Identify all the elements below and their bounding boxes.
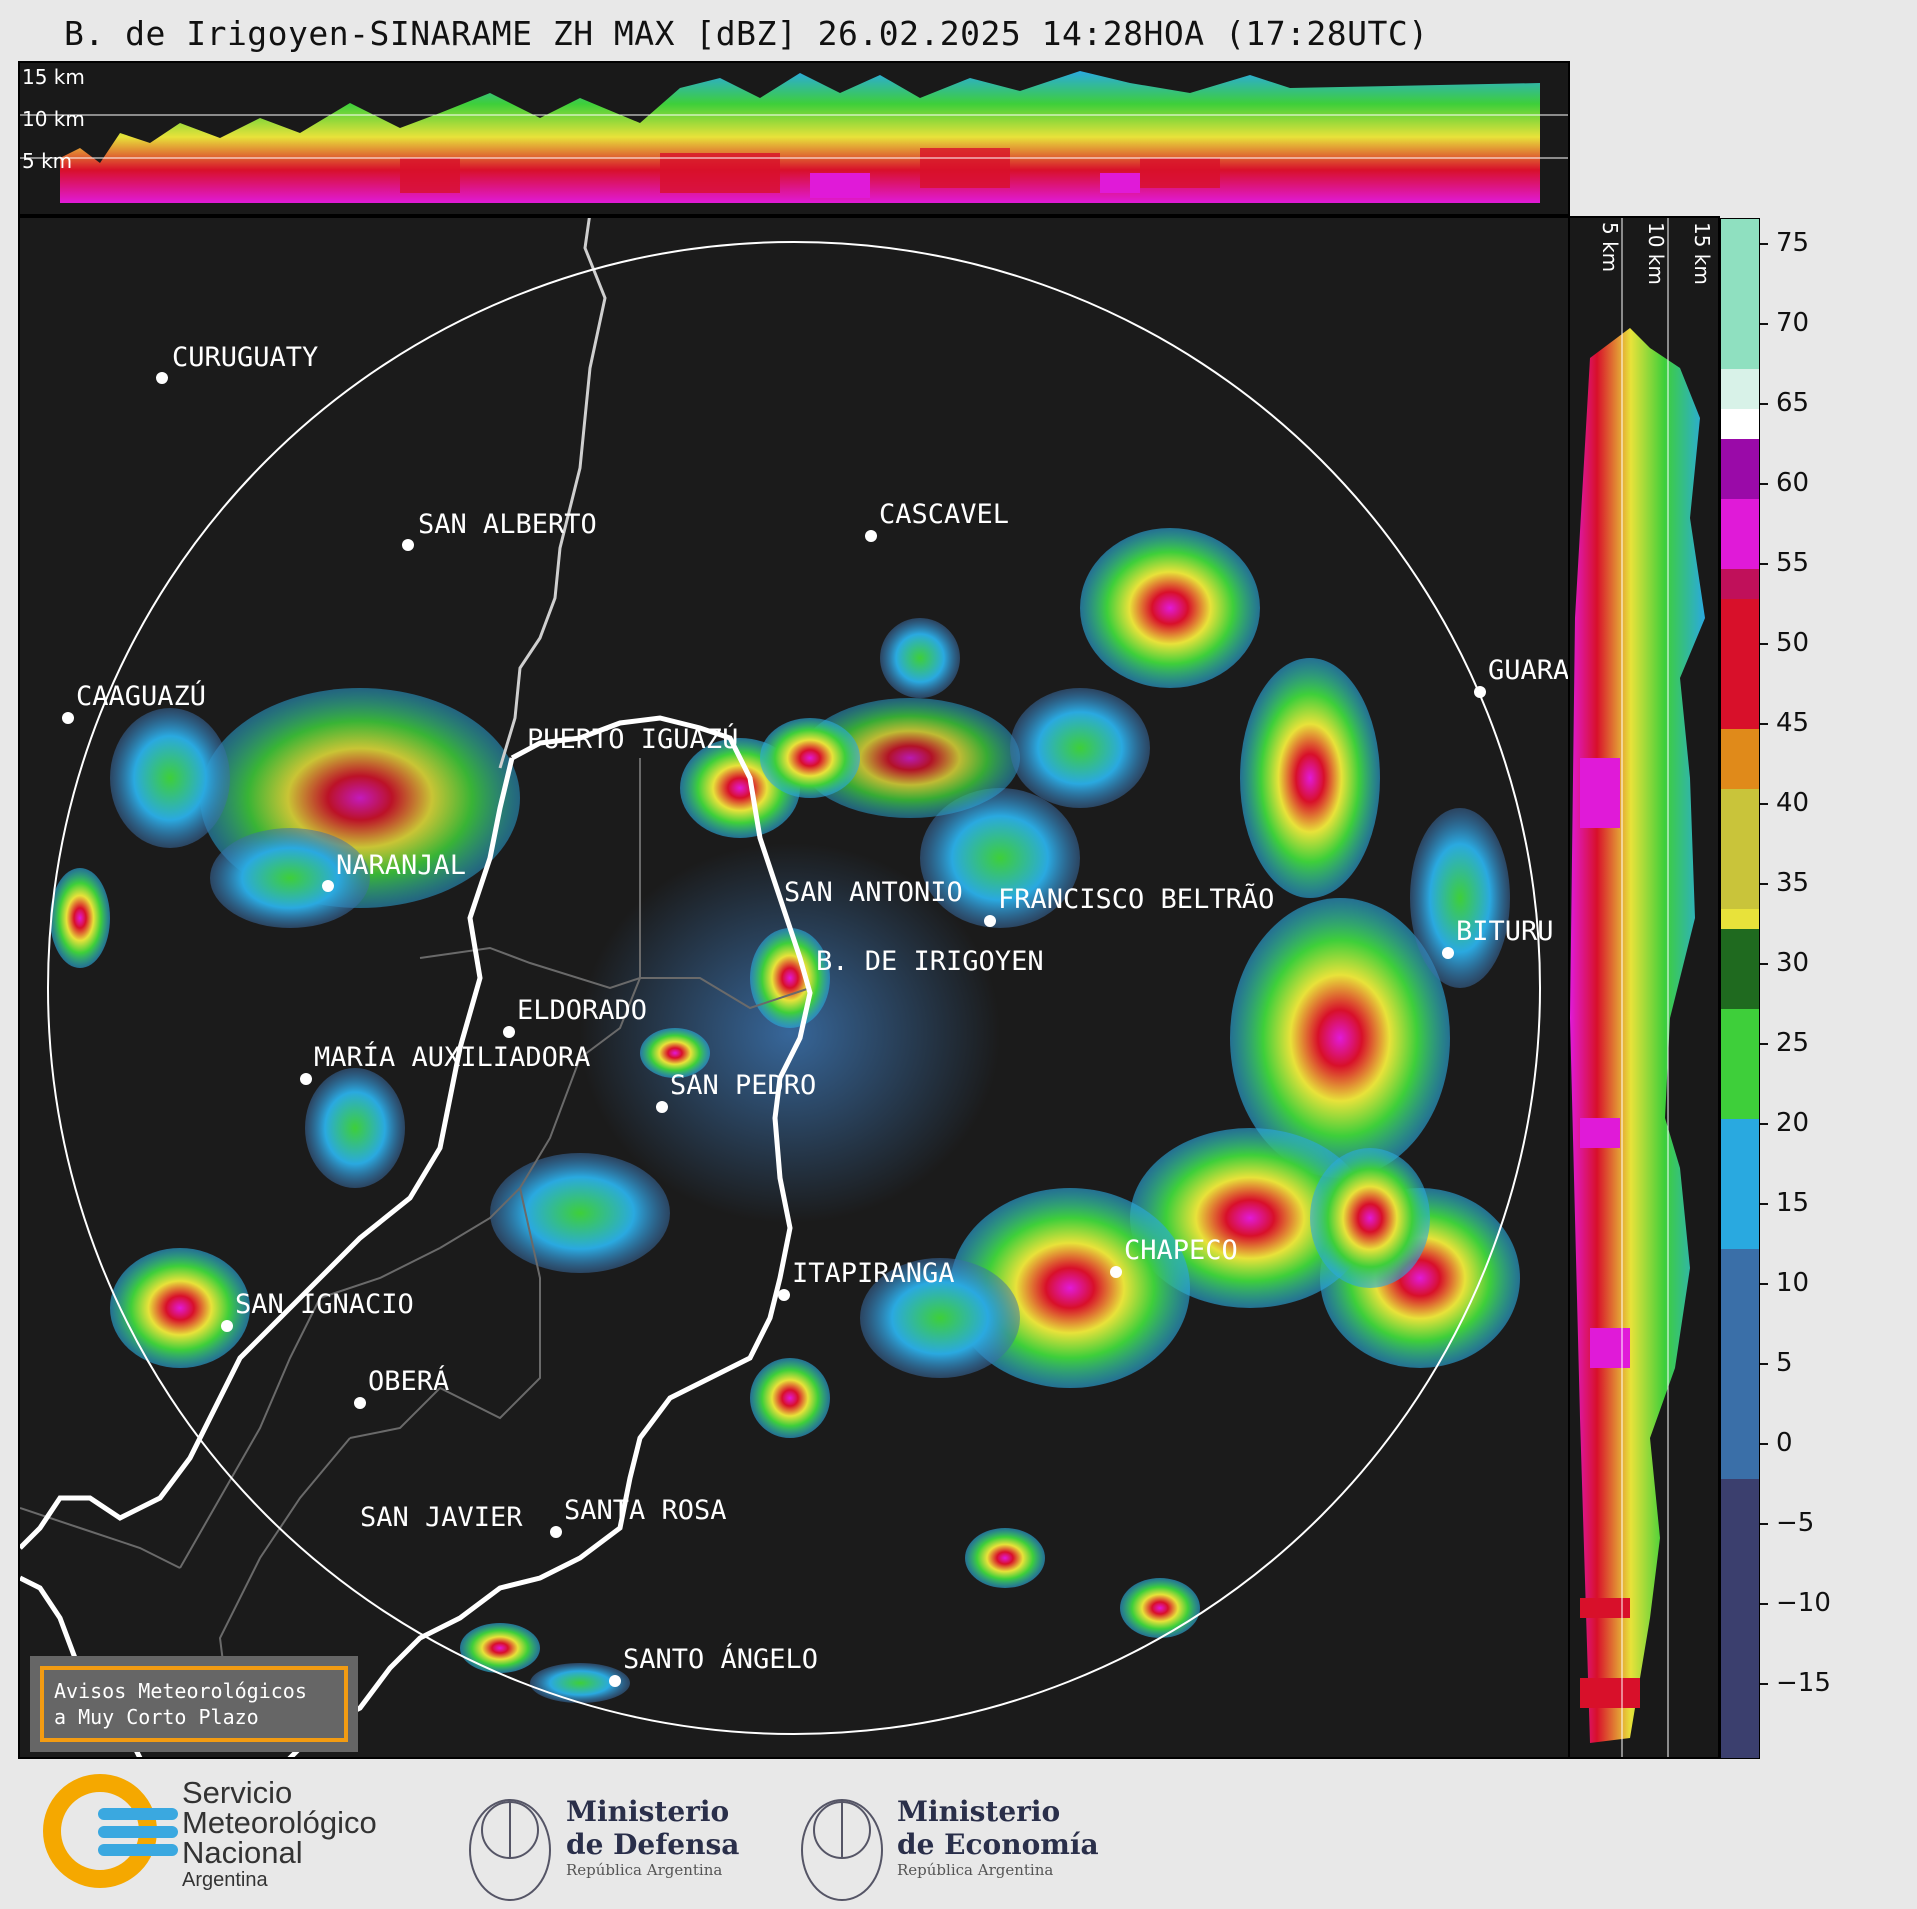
city-label-francisco-beltrao: FRANCISCO BELTRÃO: [998, 884, 1275, 915]
city-label-san-javier: SAN JAVIER: [360, 1502, 523, 1533]
city-label-cascavel: CASCAVEL: [879, 499, 1010, 530]
economia-logo-text: Ministerio de Economía República Argenti…: [897, 1795, 1099, 1879]
city-label-puerto-iguazu: PUERTO IGUAZÚ: [527, 724, 739, 755]
city-label-san-pedro: SAN PEDRO: [670, 1070, 817, 1101]
colorbar-graphic: [1721, 219, 1759, 1758]
colorbar-tick: 75: [1760, 228, 1809, 258]
smn-logo-icon: [43, 1774, 178, 1888]
border-line: [498, 218, 607, 769]
defensa-line3: República Argentina: [566, 1861, 723, 1879]
side-height-label-10: 10 km: [1644, 222, 1668, 285]
colorbar-tick: 25: [1760, 1028, 1809, 1058]
colorbar-tick: 10: [1760, 1268, 1809, 1298]
city-markers: [62, 372, 1486, 1687]
ground-clutter: [580, 843, 1000, 1223]
warning-box[interactable]: Avisos Meteorológicos a Muy Corto Plazo: [30, 1656, 358, 1752]
radar-map: CURUGUATY SAN ALBERTO CASCAVEL CAAGUAZÚ …: [18, 216, 1570, 1759]
top-height-label-10: 10 km: [22, 107, 85, 131]
city-label-santa-rosa: SANTA ROSA: [564, 1495, 727, 1526]
colorbar-tick: 30: [1760, 948, 1809, 978]
city-label-maria-auxiliadora: MARÍA AUXILIADORA: [314, 1042, 591, 1073]
footer-logos: Servicio Meteorológico Nacional Argentin…: [0, 1760, 1917, 1909]
argentina-border: [20, 715, 813, 1757]
precipitation-cells: [50, 528, 1520, 1703]
colorbar-tick: 50: [1760, 628, 1809, 658]
city-label-eldorado: ELDORADO: [517, 995, 648, 1026]
colorbar-tick: −10: [1760, 1588, 1831, 1618]
footer-graphics: [43, 1774, 883, 1901]
coat-of-arms-economia-icon: [801, 1799, 883, 1901]
smn-line3: Nacional: [182, 1835, 303, 1870]
colorbar-tick: −15: [1760, 1668, 1831, 1698]
colorbar-tick: 20: [1760, 1108, 1809, 1138]
argentina-border-west: [20, 757, 515, 1550]
top-height-profile: 15 km 10 km 5 km: [18, 61, 1570, 216]
defensa-logo-text: Ministerio de Defensa República Argentin…: [566, 1795, 739, 1879]
colorbar-tick: 0: [1760, 1428, 1793, 1458]
city-label-b-de-irigoyen: B. DE IRIGOYEN: [816, 946, 1044, 977]
city-label-naranjal: NARANJAL: [336, 850, 467, 881]
top-height-label-15: 15 km: [22, 65, 85, 89]
city-label-bituru: BITURU: [1456, 916, 1554, 947]
colorbar-tick: 70: [1760, 308, 1809, 338]
side-height-label-15: 15 km: [1690, 222, 1714, 285]
smn-line4: Argentina: [182, 1869, 268, 1891]
city-label-guara: GUARA: [1488, 655, 1570, 686]
smn-line2: Meteorológico: [182, 1805, 377, 1840]
colorbar-tick: 60: [1760, 468, 1809, 498]
city-label-itapiranga: ITAPIRANGA: [792, 1258, 955, 1289]
smn-logo-text: Servicio Meteorológico Nacional Argentin…: [182, 1775, 377, 1892]
warning-line-1: Avisos Meteorológicos: [54, 1679, 307, 1703]
colorbar-tick: 5: [1760, 1348, 1793, 1378]
colorbar-tick: 40: [1760, 788, 1809, 818]
city-label-chapeco: CHAPECO: [1124, 1235, 1238, 1266]
defensa-line1: Ministerio: [566, 1795, 730, 1828]
colorbar-tick: 35: [1760, 868, 1809, 898]
colorbar-tick: 65: [1760, 388, 1809, 418]
admin-boundaries: [20, 758, 811, 1719]
radar-title: B. de Irigoyen-SINARAME ZH MAX [dBZ] 26.…: [64, 14, 1429, 53]
side-height-profile: 5 km 10 km 15 km: [1570, 216, 1720, 1759]
warning-line-2: a Muy Corto Plazo: [54, 1705, 259, 1729]
economia-line2: de Economía: [897, 1828, 1099, 1861]
colorbar-tick: −5: [1760, 1508, 1814, 1538]
colorbar-tick: 55: [1760, 548, 1809, 578]
defensa-line2: de Defensa: [566, 1828, 740, 1861]
top-profile-graphic: [20, 71, 1568, 203]
side-profile-graphic: [1570, 218, 1705, 1757]
side-height-label-5: 5 km: [1598, 222, 1622, 273]
range-ring: [47, 241, 1541, 1735]
top-height-label-5: 5 km: [22, 149, 73, 173]
radar-map-graphic: [20, 218, 1541, 1757]
smn-line1: Servicio: [182, 1775, 293, 1810]
warning-box-frame: Avisos Meteorológicos a Muy Corto Plazo: [40, 1666, 348, 1742]
economia-line1: Ministerio: [897, 1795, 1061, 1828]
colorbar-tick: 15: [1760, 1188, 1809, 1218]
dbz-colorbar: [1720, 218, 1760, 1759]
city-label-caaguazu: CAAGUAZÚ: [76, 681, 207, 712]
city-label-curuguaty: CURUGUATY: [172, 342, 319, 373]
colorbar-tick: 45: [1760, 708, 1809, 738]
economia-line3: República Argentina: [897, 1861, 1054, 1879]
city-label-obera: OBERÁ: [368, 1366, 450, 1397]
coat-of-arms-defensa-icon: [469, 1799, 551, 1901]
city-label-san-alberto: SAN ALBERTO: [418, 509, 597, 540]
city-label-san-antonio: SAN ANTONIO: [784, 877, 963, 908]
city-label-san-ignacio: SAN IGNACIO: [235, 1289, 414, 1320]
city-label-santo-angelo: SANTO ÁNGELO: [623, 1644, 819, 1675]
